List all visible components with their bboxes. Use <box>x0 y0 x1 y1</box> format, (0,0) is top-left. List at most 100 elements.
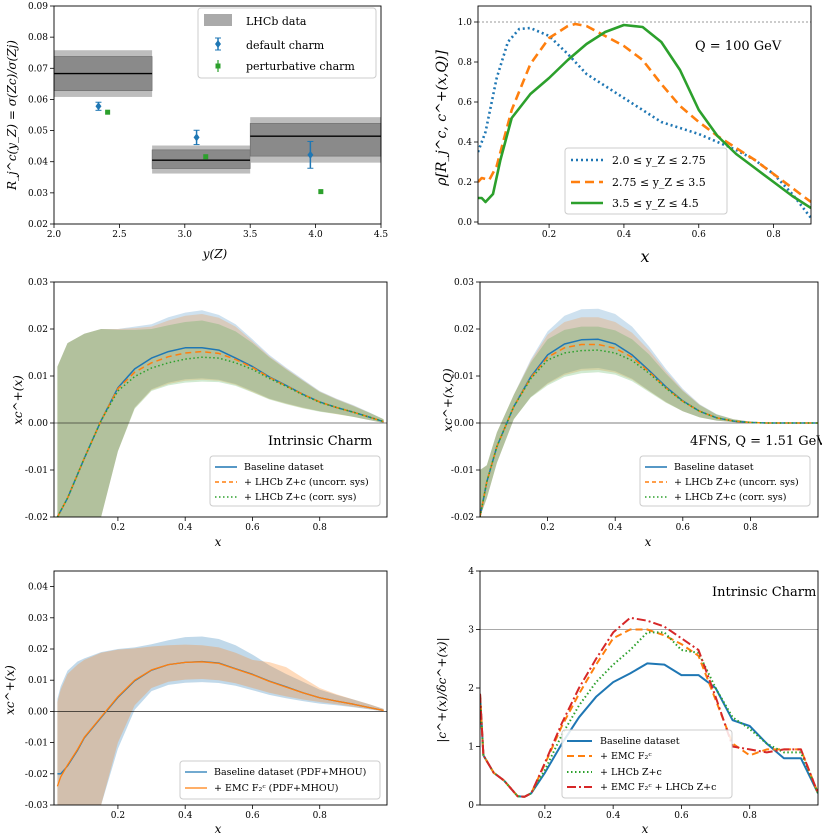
central-line-2 <box>480 343 818 517</box>
x-tick-label: 4.0 <box>308 230 323 240</box>
central-line-3 <box>56 356 384 517</box>
y-tick-label: 3 <box>468 626 474 636</box>
y-tick-label: -0.01 <box>25 466 48 476</box>
x-tick-label: 0.4 <box>617 230 632 240</box>
x-axis-label: x <box>645 535 652 549</box>
uncertainty-band-2 <box>57 644 384 805</box>
legend-label-1: Baseline dataset <box>600 736 680 747</box>
y-tick-label: 0.03 <box>28 278 48 288</box>
y-axis-label: xc^+(x,Q) <box>441 368 455 432</box>
perturbative-charm-point <box>203 154 209 160</box>
x-tick-label: 0.8 <box>743 523 758 533</box>
x-tick-label: 0.4 <box>178 811 193 821</box>
y-tick-label: -0.03 <box>25 801 48 811</box>
plot-frame <box>53 281 388 518</box>
legend-label-2: + LHCb Z+c (uncorr. sys) <box>674 477 799 488</box>
legend-label-3: + LHCb Z+c (corr. sys) <box>244 492 357 503</box>
legend-marker-pert <box>215 60 221 72</box>
x-tick-label: 4.5 <box>374 230 389 240</box>
legend: Baseline dataset + LHCb Z+c (uncorr. sys… <box>639 455 811 507</box>
panel-rjc-vs-yz: 2.0 2.5 3.0 3.5 4.0 4.5 0.02 0.03 0.04 0.05 0.06 0.… <box>5 2 388 261</box>
y-tick-label: 0.2 <box>458 178 472 188</box>
y-tick-label: 0.00 <box>454 419 474 429</box>
plot-frame <box>479 281 819 518</box>
y-axis-label: R_j^c(y_Z) = σ(Zc)/σ(Zj) <box>5 40 19 191</box>
x-tick-label: 2.0 <box>47 230 62 240</box>
y-tick-label: 0.02 <box>28 325 48 335</box>
central-line-3 <box>480 349 818 517</box>
legend-label-3: 3.5 ≤ y_Z ≤ 4.5 <box>612 197 699 210</box>
legend-label-1: 2.0 ≤ y_Z ≤ 2.75 <box>612 154 706 167</box>
perturbative-charm-point <box>318 189 324 195</box>
y-tick-label: 0.02 <box>28 220 48 230</box>
y-tick-label: 0.00 <box>28 419 48 429</box>
panel-emc-mhou: 0.2 0.4 0.6 0.8 -0.03 -0.02 -0.01 0.00 0.01 0.02 0… <box>3 570 388 836</box>
legend-label-3: + LHCb Z+c <box>600 767 662 778</box>
y-tick-label: 4 <box>468 567 474 577</box>
annotation: 4FNS, Q = 1.51 GeV <box>690 434 822 449</box>
annotation-q: Q = 100 GeV <box>695 39 782 54</box>
x-axis-label: y(Z) <box>202 247 228 261</box>
legend-label-2: + EMC F₂ᶜ (PDF+MHOU) <box>214 783 338 794</box>
legend-frame <box>209 455 381 507</box>
legend: Baseline dataset + EMC F₂ᶜ + LHCb Z+c + … <box>561 729 733 799</box>
x-tick-label: 3.0 <box>178 230 193 240</box>
legend: Baseline dataset (PDF+MHOU) + EMC F₂ᶜ (P… <box>179 760 381 800</box>
annotation: Intrinsic Charm <box>268 434 372 449</box>
panel-4fns: 0.2 0.4 0.6 0.8 -0.02 -0.01 0.00 0.01 0.02 0.03 x… <box>441 278 822 549</box>
legend-label-4: + EMC F₂ᶜ + LHCb Z+c <box>600 782 716 793</box>
y-tick-label: 0.01 <box>28 372 48 382</box>
legend-label-2: + EMC F₂ᶜ <box>600 751 652 762</box>
y-tick-label: 0.4 <box>458 138 473 148</box>
default-charm-point <box>193 133 200 142</box>
x-tick-label: 0.6 <box>674 811 689 821</box>
legend-label-2: 2.75 ≤ y_Z ≤ 3.5 <box>612 176 706 189</box>
y-tick-label: 1.0 <box>458 18 473 28</box>
y-tick-label: 0.6 <box>458 98 473 108</box>
x-tick-label: 0.2 <box>542 230 556 240</box>
y-tick-label: -0.02 <box>451 513 474 523</box>
x-tick-label: 3.5 <box>243 230 258 240</box>
y-axis-label: xc^+(x) <box>11 375 25 425</box>
annotation: Intrinsic Charm <box>712 585 816 600</box>
x-axis-label: x <box>642 822 649 836</box>
y-tick-label: 0 <box>468 801 474 811</box>
legend: Baseline dataset + LHCb Z+c (uncorr. sys… <box>209 455 381 507</box>
central-line-1 <box>56 347 384 517</box>
uncertainty-band-1 <box>57 310 384 517</box>
x-tick-label: 0.2 <box>111 523 125 533</box>
y-tick-label: 0.03 <box>28 614 48 624</box>
x-tick-label: 0.2 <box>540 523 554 533</box>
x-tick-label: 0.4 <box>606 811 621 821</box>
x-tick-label: 0.6 <box>676 523 691 533</box>
plot-frame <box>53 5 382 225</box>
y-tick-label: 0.04 <box>28 158 48 168</box>
uncertainty-band-2 <box>480 317 818 517</box>
y-tick-label: 0.03 <box>454 278 474 288</box>
plot-frame <box>477 5 812 225</box>
y-tick-label: 0.07 <box>28 64 48 74</box>
x-axis-label: x <box>215 822 222 836</box>
x-tick-label: 0.8 <box>743 811 758 821</box>
series-line-3 <box>478 23 811 210</box>
x-tick-label: 0.2 <box>538 811 552 821</box>
y-tick-label: -0.01 <box>25 739 48 749</box>
y-axis-label: ρ[R_j^c, c^+(x,Q)] <box>434 50 450 187</box>
legend-swatch-lhcb <box>204 14 232 26</box>
uncertainty-band-1 <box>480 308 818 517</box>
y-tick-label: 0.8 <box>458 58 473 68</box>
legend-frame <box>639 455 811 507</box>
legend-label-1: Baseline dataset (PDF+MHOU) <box>214 767 366 778</box>
legend-label-default: default charm <box>246 39 325 52</box>
x-axis-label: x <box>215 535 222 549</box>
y-tick-label: 0.08 <box>28 33 48 43</box>
legend-label-1: Baseline dataset <box>244 462 324 473</box>
central-line-2 <box>56 350 384 517</box>
x-tick-label: 0.4 <box>608 523 623 533</box>
x-tick-label: 0.8 <box>313 811 328 821</box>
y-tick-label: 0.00 <box>28 707 48 717</box>
series-line-2 <box>478 22 811 204</box>
x-tick-label: 0.4 <box>178 523 193 533</box>
legend: 2.0 ≤ y_Z ≤ 2.75 2.75 ≤ y_Z ≤ 3.5 3.5 ≤ … <box>564 147 728 215</box>
